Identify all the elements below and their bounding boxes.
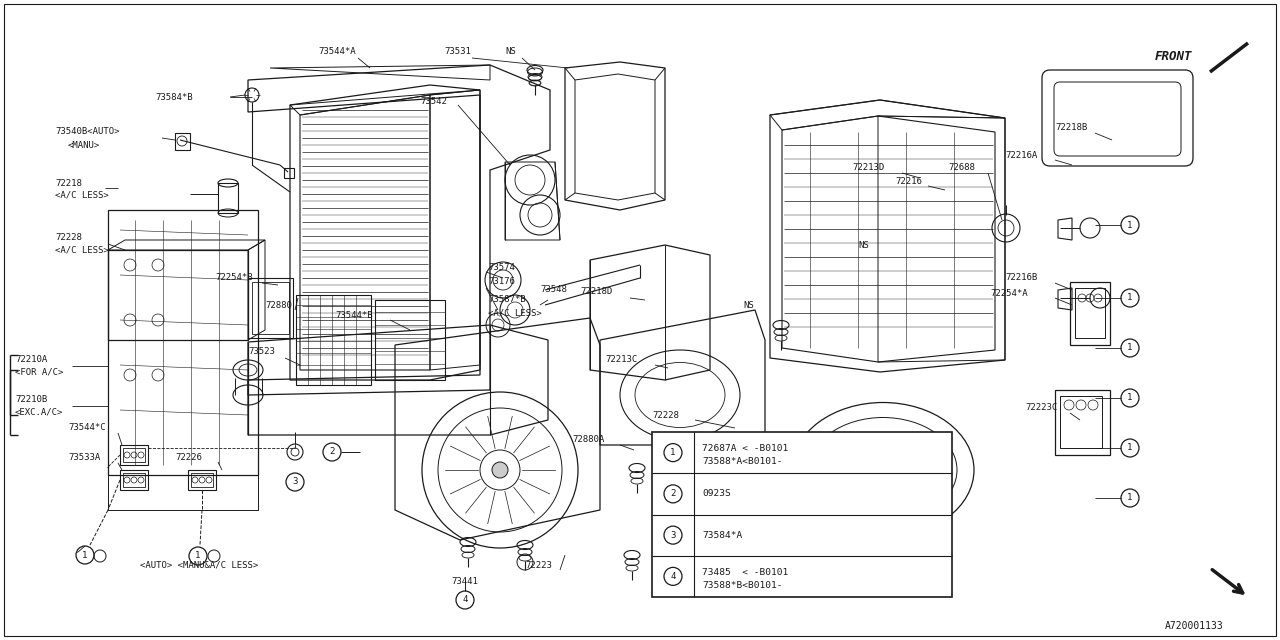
- Text: 1: 1: [1128, 294, 1133, 303]
- Text: 1: 1: [671, 448, 676, 457]
- Circle shape: [664, 444, 682, 461]
- Bar: [296, 295, 371, 385]
- Text: 2: 2: [671, 490, 676, 499]
- Text: 4: 4: [462, 595, 467, 605]
- Bar: [120, 445, 148, 465]
- Circle shape: [1121, 439, 1139, 457]
- Text: 72223C: 72223C: [1025, 403, 1057, 413]
- Bar: [252, 282, 289, 334]
- Text: <A/C LESS>: <A/C LESS>: [488, 308, 541, 317]
- Text: 72880: 72880: [265, 301, 292, 310]
- Text: 73533A: 73533A: [68, 454, 100, 463]
- Text: 73544*A: 73544*A: [317, 47, 356, 56]
- Text: A720001133: A720001133: [1165, 621, 1224, 631]
- Text: 1: 1: [82, 550, 88, 559]
- Text: 72688: 72688: [948, 163, 975, 173]
- Text: 73544*B: 73544*B: [335, 310, 372, 319]
- Circle shape: [664, 568, 682, 586]
- Text: NS: NS: [506, 47, 516, 56]
- Text: NS: NS: [742, 301, 754, 310]
- Text: 72223: 72223: [525, 561, 552, 570]
- Bar: [123, 448, 145, 462]
- Text: 72218B: 72218B: [1055, 124, 1087, 132]
- Text: 73523: 73523: [248, 348, 275, 356]
- Text: <A/C LESS>: <A/C LESS>: [55, 246, 109, 255]
- Text: 0923S: 0923S: [701, 490, 731, 499]
- Text: 73441: 73441: [451, 577, 477, 586]
- Text: FRONT: FRONT: [1155, 49, 1193, 63]
- Text: 72228: 72228: [55, 234, 82, 243]
- Text: 73540B<AUTO>: 73540B<AUTO>: [55, 127, 119, 136]
- Text: 72216B: 72216B: [1005, 273, 1037, 282]
- Text: 72218D: 72218D: [580, 287, 612, 296]
- Bar: [284, 168, 294, 178]
- Circle shape: [189, 547, 207, 565]
- Circle shape: [76, 546, 93, 564]
- Text: 73485  < -B0101: 73485 < -B0101: [701, 568, 788, 577]
- Text: 72254*B: 72254*B: [215, 273, 252, 282]
- Text: 72254*A: 72254*A: [989, 289, 1028, 298]
- Text: 1: 1: [1128, 493, 1133, 502]
- Text: 73587*B: 73587*B: [488, 296, 526, 305]
- Text: 73588*B<B0101-: 73588*B<B0101-: [701, 581, 782, 590]
- Text: 1: 1: [1128, 394, 1133, 403]
- Bar: [375, 300, 445, 380]
- Text: 73588*A<B0101-: 73588*A<B0101-: [701, 457, 782, 466]
- Bar: [123, 473, 145, 487]
- Text: 72228: 72228: [652, 410, 678, 419]
- Text: <FOR A/C>: <FOR A/C>: [15, 367, 64, 376]
- Text: 1: 1: [1128, 344, 1133, 353]
- Text: <A/C LESS>: <A/C LESS>: [55, 191, 109, 200]
- Circle shape: [1121, 489, 1139, 507]
- Text: 72216: 72216: [895, 177, 922, 186]
- Text: 73542: 73542: [420, 97, 447, 106]
- Text: 72210B: 72210B: [15, 396, 47, 404]
- Text: 2: 2: [329, 447, 334, 456]
- Circle shape: [492, 462, 508, 478]
- Text: 72218: 72218: [55, 179, 82, 188]
- Bar: [188, 470, 216, 490]
- Circle shape: [1121, 389, 1139, 407]
- Text: 73584*A: 73584*A: [701, 531, 742, 540]
- Text: 3: 3: [671, 531, 676, 540]
- Text: <AUTO> <MANU&A/C LESS>: <AUTO> <MANU&A/C LESS>: [140, 561, 259, 570]
- Text: 73574: 73574: [488, 262, 515, 271]
- Text: 73531: 73531: [444, 47, 471, 56]
- Text: 72687A < -B0101: 72687A < -B0101: [701, 444, 788, 453]
- Bar: [1075, 288, 1105, 338]
- Text: NS: NS: [858, 241, 869, 250]
- Text: <EXC.A/C>: <EXC.A/C>: [15, 408, 64, 417]
- Text: 1: 1: [196, 552, 201, 561]
- Text: 72213C: 72213C: [605, 355, 637, 365]
- Circle shape: [664, 485, 682, 503]
- Text: 73584*B: 73584*B: [155, 93, 192, 102]
- Circle shape: [1121, 216, 1139, 234]
- Text: 3: 3: [292, 477, 298, 486]
- Circle shape: [323, 443, 340, 461]
- Circle shape: [1121, 339, 1139, 357]
- Text: 72213D: 72213D: [852, 163, 884, 173]
- Text: 72226: 72226: [175, 454, 202, 463]
- Circle shape: [285, 473, 305, 491]
- Text: 72880A: 72880A: [572, 435, 604, 445]
- Bar: [248, 278, 293, 338]
- Bar: [120, 470, 148, 490]
- Text: 4: 4: [671, 572, 676, 581]
- Bar: [218, 183, 238, 213]
- Text: <MANU>: <MANU>: [68, 141, 100, 150]
- Bar: [652, 432, 952, 597]
- Bar: [191, 473, 212, 487]
- Text: 1: 1: [1128, 444, 1133, 452]
- Circle shape: [456, 591, 474, 609]
- Circle shape: [664, 526, 682, 544]
- Text: 1: 1: [1128, 221, 1133, 230]
- Text: 73548: 73548: [540, 285, 567, 294]
- Text: 72210A: 72210A: [15, 355, 47, 365]
- Text: 73544*C: 73544*C: [68, 424, 106, 433]
- Circle shape: [1121, 289, 1139, 307]
- Text: 73176: 73176: [488, 278, 515, 287]
- Bar: [1060, 396, 1102, 448]
- Text: 72216A: 72216A: [1005, 150, 1037, 159]
